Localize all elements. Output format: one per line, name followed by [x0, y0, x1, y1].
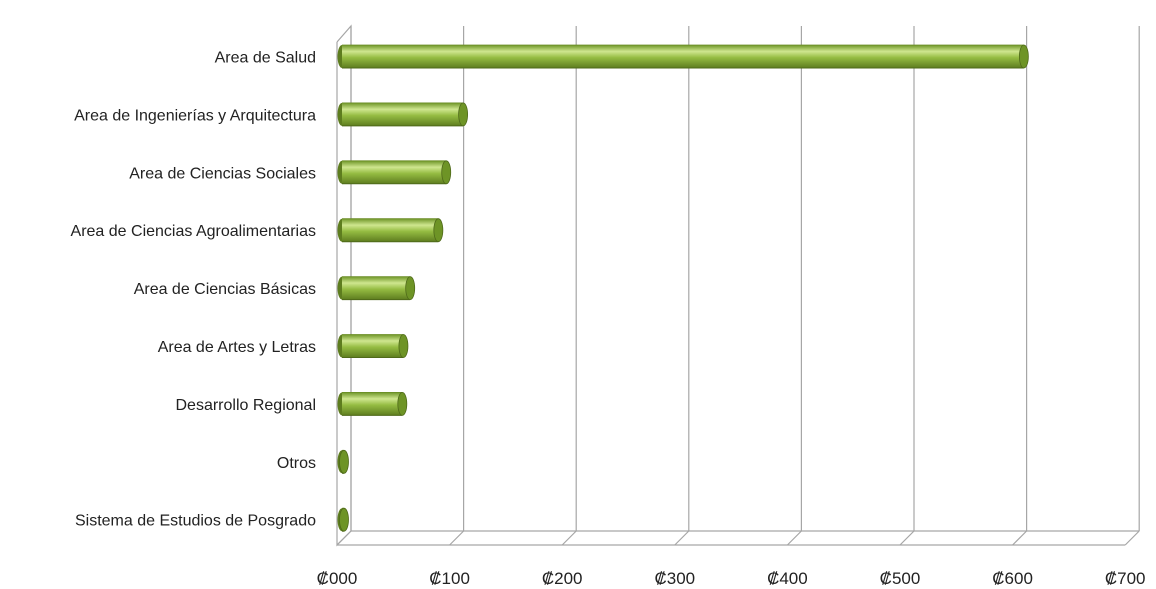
category-label: Area de Ingenierías y Arquitectura — [74, 107, 316, 124]
bar — [337, 334, 409, 358]
floor-gridline — [674, 530, 690, 546]
category-label: Area de Ciencias Agroalimentarias — [71, 223, 316, 240]
x-tick-label: ₡600 — [992, 569, 1033, 588]
x-tick-label: ₡200 — [542, 569, 583, 588]
category-label: Area de Ciencias Básicas — [134, 281, 316, 298]
x-tick-label: ₡400 — [767, 569, 808, 588]
chart-bars — [337, 44, 1029, 532]
x-tick-label: ₡500 — [880, 569, 921, 588]
x-tick-label: ₡700 — [1105, 569, 1146, 588]
floor-gridline — [1124, 530, 1140, 546]
x-tick-label: ₡300 — [654, 569, 695, 588]
category-label: Area de Ciencias Sociales — [129, 165, 316, 182]
x-tick-label: ₡000 — [317, 569, 358, 588]
bar — [337, 102, 469, 127]
category-label: Area de Salud — [215, 50, 316, 67]
bar — [337, 449, 349, 474]
category-label: Sistema de Estudios de Posgrado — [75, 513, 316, 530]
x-axis-tick-labels: ₡000 ₡100 ₡200 ₡300 ₡400 ₡500 ₡600 ₡700 — [317, 569, 1146, 588]
bar — [337, 276, 416, 301]
bar — [337, 391, 408, 416]
floor-gridline — [786, 530, 802, 546]
x-tick-label: ₡100 — [429, 569, 470, 588]
bar — [337, 160, 452, 185]
bar — [337, 218, 444, 243]
floor-gridline — [561, 530, 577, 546]
floor-gridline — [449, 530, 465, 546]
bar — [337, 44, 1029, 69]
floor-gridline — [899, 530, 915, 546]
bar — [337, 507, 349, 532]
floor-gridline — [1012, 530, 1028, 546]
category-label: Otros — [277, 455, 316, 472]
category-label: Area de Artes y Letras — [158, 339, 316, 356]
category-label: Desarrollo Regional — [175, 397, 316, 414]
category-labels: Area de Salud Area de Ingenierías y Arqui… — [71, 50, 317, 530]
